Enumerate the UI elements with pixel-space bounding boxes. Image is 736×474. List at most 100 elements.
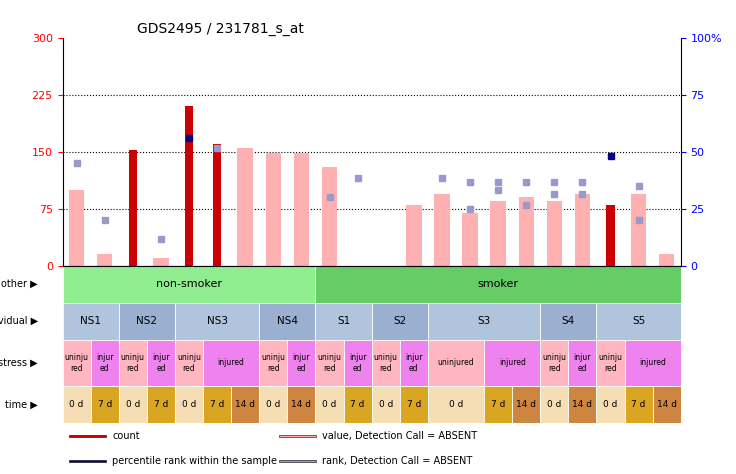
Text: 14 d: 14 d xyxy=(291,400,311,409)
Text: value, Detection Call = ABSENT: value, Detection Call = ABSENT xyxy=(322,431,478,441)
Bar xyxy=(484,340,540,386)
Text: uninjured: uninjured xyxy=(438,358,474,367)
Bar xyxy=(568,340,596,386)
Bar xyxy=(203,340,259,386)
Text: 0 d: 0 d xyxy=(322,400,336,409)
Text: S4: S4 xyxy=(562,316,575,326)
Bar xyxy=(518,197,534,266)
Text: NS3: NS3 xyxy=(207,316,227,326)
Text: injured: injured xyxy=(640,358,666,367)
Bar xyxy=(344,340,372,386)
Text: 0 d: 0 d xyxy=(547,400,562,409)
Text: 0 d: 0 d xyxy=(378,400,393,409)
Text: 0 d: 0 d xyxy=(266,400,280,409)
Bar xyxy=(97,255,113,266)
Bar xyxy=(625,340,681,386)
Text: 0 d: 0 d xyxy=(126,400,140,409)
Bar xyxy=(596,303,681,340)
Text: 7 d: 7 d xyxy=(98,400,112,409)
Bar xyxy=(575,193,590,266)
Text: injur
ed: injur ed xyxy=(573,353,591,373)
Text: other ▶: other ▶ xyxy=(1,279,38,289)
Bar xyxy=(68,460,106,462)
Text: GDS2495 / 231781_s_at: GDS2495 / 231781_s_at xyxy=(137,21,304,36)
Bar xyxy=(406,205,422,266)
Text: 14 d: 14 d xyxy=(236,400,255,409)
Text: S2: S2 xyxy=(393,316,406,326)
Text: 0 d: 0 d xyxy=(449,400,463,409)
Text: uninju
red: uninju red xyxy=(374,353,397,373)
Bar xyxy=(118,386,147,423)
Text: 14 d: 14 d xyxy=(516,400,537,409)
Text: rank, Detection Call = ABSENT: rank, Detection Call = ABSENT xyxy=(322,456,473,466)
Text: 0 d: 0 d xyxy=(182,400,197,409)
Bar xyxy=(653,386,681,423)
Bar xyxy=(316,266,681,303)
Bar xyxy=(175,386,203,423)
Bar xyxy=(434,193,450,266)
Bar xyxy=(91,340,118,386)
Bar xyxy=(316,386,344,423)
Text: injured: injured xyxy=(499,358,526,367)
Text: 14 d: 14 d xyxy=(573,400,592,409)
Text: 7 d: 7 d xyxy=(407,400,421,409)
Bar xyxy=(540,386,568,423)
Bar xyxy=(372,340,400,386)
Text: uninju
red: uninju red xyxy=(121,353,145,373)
Text: percentile rank within the sample: percentile rank within the sample xyxy=(112,456,277,466)
Text: injured: injured xyxy=(218,358,244,367)
Text: injur
ed: injur ed xyxy=(152,353,170,373)
Bar xyxy=(63,266,316,303)
Bar xyxy=(259,386,287,423)
Bar xyxy=(322,167,337,266)
Text: S1: S1 xyxy=(337,316,350,326)
Text: 7 d: 7 d xyxy=(491,400,506,409)
Bar xyxy=(287,340,316,386)
Bar xyxy=(428,340,484,386)
Text: smoker: smoker xyxy=(478,279,519,289)
Bar xyxy=(316,303,372,340)
Bar xyxy=(63,340,91,386)
Bar xyxy=(259,340,287,386)
Bar xyxy=(118,340,147,386)
Text: uninju
red: uninju red xyxy=(65,353,88,373)
Text: uninju
red: uninju red xyxy=(261,353,286,373)
Bar xyxy=(631,193,646,266)
Bar xyxy=(231,386,259,423)
Bar xyxy=(147,340,175,386)
Bar xyxy=(238,148,253,266)
Text: count: count xyxy=(112,431,140,441)
Text: 0 d: 0 d xyxy=(604,400,618,409)
Text: 7 d: 7 d xyxy=(210,400,224,409)
Bar xyxy=(659,255,674,266)
Bar xyxy=(175,340,203,386)
Bar xyxy=(428,386,484,423)
Text: NS1: NS1 xyxy=(80,316,101,326)
Text: injur
ed: injur ed xyxy=(349,353,367,373)
Bar xyxy=(596,340,625,386)
Bar xyxy=(213,144,222,266)
Text: S5: S5 xyxy=(632,316,645,326)
Bar xyxy=(118,303,175,340)
Bar xyxy=(266,153,281,266)
Bar xyxy=(175,303,259,340)
Text: injur
ed: injur ed xyxy=(96,353,113,373)
Bar xyxy=(129,150,137,266)
Bar xyxy=(279,460,316,462)
Text: 7 d: 7 d xyxy=(631,400,645,409)
Text: 14 d: 14 d xyxy=(657,400,676,409)
Text: individual ▶: individual ▶ xyxy=(0,316,38,326)
Text: time ▶: time ▶ xyxy=(5,400,38,410)
Text: uninju
red: uninju red xyxy=(598,353,623,373)
Bar xyxy=(372,303,428,340)
Bar xyxy=(316,340,344,386)
Bar xyxy=(512,386,540,423)
Bar xyxy=(63,303,118,340)
Text: injur
ed: injur ed xyxy=(293,353,310,373)
Bar xyxy=(203,386,231,423)
Text: NS4: NS4 xyxy=(277,316,298,326)
Bar xyxy=(279,435,316,438)
Text: non-smoker: non-smoker xyxy=(156,279,222,289)
Text: NS2: NS2 xyxy=(136,316,158,326)
Bar xyxy=(153,258,169,266)
